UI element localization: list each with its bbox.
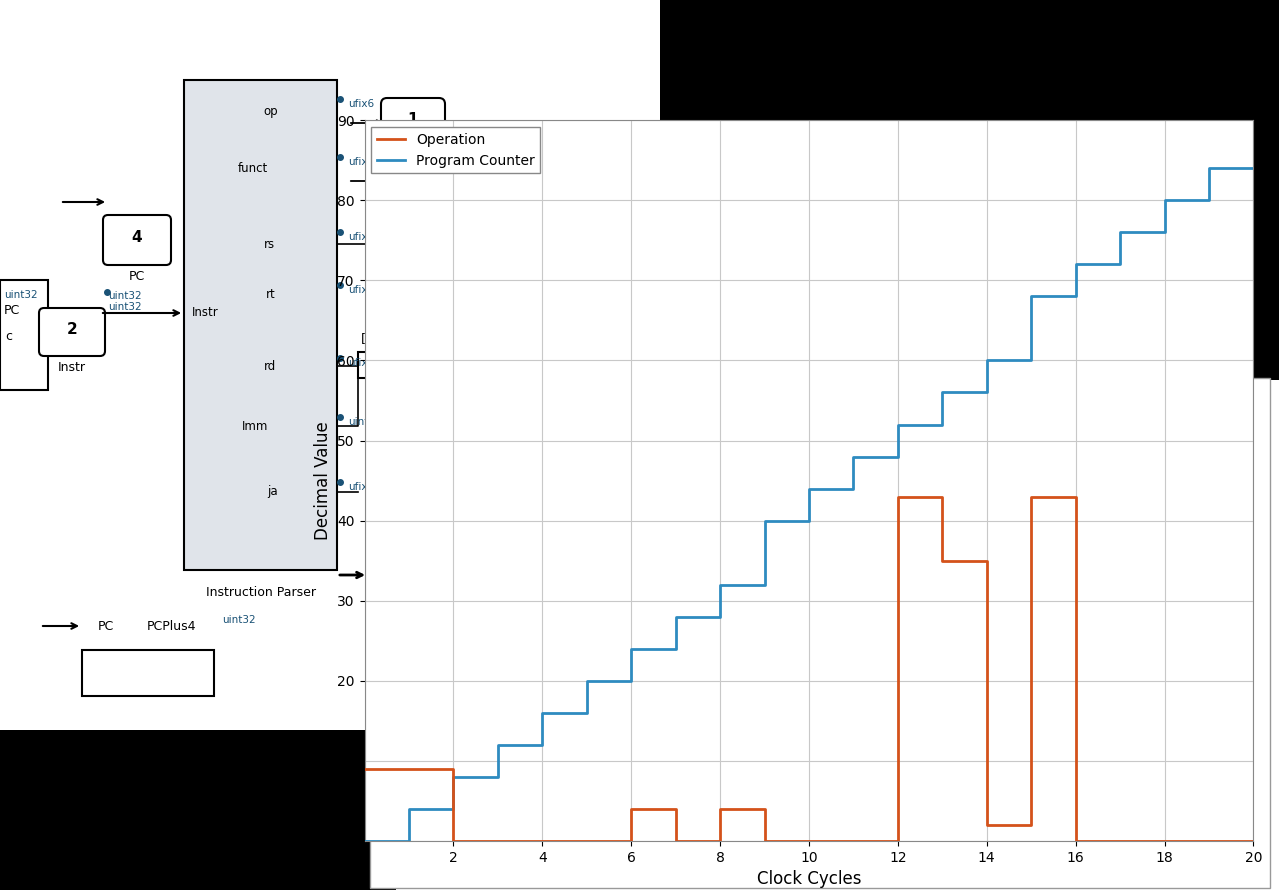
Text: rt: rt [266,288,276,302]
Text: op: op [405,152,421,165]
Text: PC: PC [98,619,114,633]
Text: Instr: Instr [58,361,86,374]
Text: funct: funct [238,161,269,174]
Text: PC: PC [4,303,20,317]
Text: Imm: Imm [242,419,269,433]
Text: uint32: uint32 [107,291,142,301]
Text: ufix5: ufix5 [348,232,375,242]
Text: Instruction Parser: Instruction Parser [206,586,316,599]
Text: c: c [5,330,12,344]
Text: 2: 2 [408,171,418,185]
Text: ufix26: ufix26 [348,482,381,492]
Text: uint16: uint16 [348,417,381,427]
Text: ufix5: ufix5 [348,358,375,368]
Text: rs: rs [263,238,275,250]
Bar [660,218,692,246]
Bar [0,730,396,890]
X-axis label: Clock Cycles: Clock Cycles [757,870,861,888]
Text: rd: rd [263,360,276,373]
Text: Instr: Instr [192,306,219,320]
Text: [R: [R [361,333,375,345]
Y-axis label: Decimal Value: Decimal Value [313,421,331,540]
Text: 4: 4 [132,231,142,246]
Text: op: op [263,106,278,118]
Bar [370,378,1270,888]
Text: PC: PC [129,270,145,283]
Text: 1: 1 [408,112,418,127]
Bar [358,352,396,378]
Text: ufix5: ufix5 [348,285,375,295]
Text: 2: 2 [67,321,77,336]
Text: ufix6: ufix6 [348,157,375,167]
Text: uint32: uint32 [107,302,142,312]
Bar [0,295,42,370]
FancyBboxPatch shape [104,215,171,265]
FancyBboxPatch shape [381,98,445,148]
Bar [660,0,1279,380]
Text: PCPlus4: PCPlus4 [147,619,197,633]
Bar [184,80,336,570]
FancyBboxPatch shape [381,156,445,206]
Title: Program Status: Program Status [723,92,895,110]
Text: uint32: uint32 [223,615,256,625]
Text: ja: ja [267,486,278,498]
Legend: Operation, Program Counter: Operation, Program Counter [371,127,540,174]
FancyBboxPatch shape [38,308,105,356]
Text: ufix6: ufix6 [348,99,375,109]
Text: RA: RA [665,199,682,213]
Bar [82,650,214,696]
Text: funct: funct [398,210,428,223]
Bar [0,280,49,390]
Text: uint32: uint32 [4,290,37,300]
